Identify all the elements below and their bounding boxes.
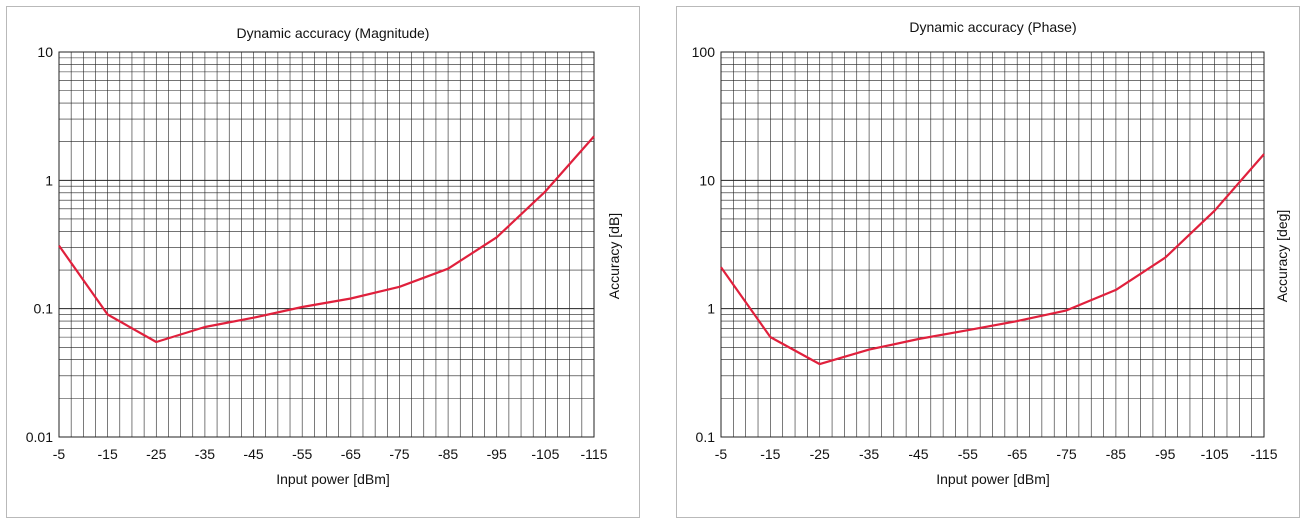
x-tick-label: -85 <box>1106 446 1126 462</box>
chart-title: Dynamic accuracy (Magnitude) <box>237 25 430 41</box>
y-axis-label: Accuracy [dB] <box>606 213 622 299</box>
y-tick-label: 1 <box>707 301 715 317</box>
plot-area: 0.01 0.1 1 10 -5 -15 -25 -35 -45 -55 -65 -75 -85 -95 -… <box>26 44 608 462</box>
x-axis-label: Input power [dBm] <box>936 471 1050 487</box>
x-tick-label: -105 <box>1201 446 1229 462</box>
y-tick-label: 0.01 <box>26 429 53 445</box>
data-series-line <box>58 135 595 344</box>
x-tick-label: -5 <box>715 446 728 462</box>
chart-magnitude: Dynamic accuracy (Magnitude) Input power… <box>26 25 622 487</box>
y-tick-label: 0.1 <box>34 301 54 317</box>
y-tick-label: 100 <box>692 44 716 60</box>
x-tick-label: -15 <box>760 446 780 462</box>
x-tick-label: -65 <box>341 446 361 462</box>
data-series-line <box>720 153 1265 366</box>
x-tick-label: -25 <box>146 446 166 462</box>
chart-panel-magnitude: Dynamic accuracy (Magnitude) Input power… <box>6 6 640 518</box>
plot-frame <box>720 51 1265 438</box>
y-tick-label: 1 <box>45 172 53 188</box>
x-tick-label: -115 <box>581 446 608 462</box>
x-axis-label: Input power [dBm] <box>276 471 390 487</box>
x-tick-label: -65 <box>1007 446 1027 462</box>
plot-area: 0.1 1 10 100 -5 -15 -25 -35 -45 -55 -65 -75 -85 -95 -1… <box>692 44 1278 462</box>
x-tick-label: -105 <box>531 446 559 462</box>
x-tick-label: -85 <box>438 446 458 462</box>
x-tick-label: -35 <box>859 446 879 462</box>
x-tick-label: -45 <box>243 446 263 462</box>
x-tick-label: -15 <box>98 446 118 462</box>
y-axis-label: Accuracy [deg] <box>1274 210 1290 303</box>
y-tick-label: 10 <box>37 44 53 60</box>
plot-frame <box>58 51 595 438</box>
y-tick-label: 10 <box>699 172 715 188</box>
x-tick-label: -55 <box>292 446 312 462</box>
x-tick-label: -95 <box>487 446 507 462</box>
y-tick-label: 0.1 <box>696 429 716 445</box>
x-tick-label: -115 <box>1251 446 1278 462</box>
x-tick-label: -95 <box>1155 446 1175 462</box>
x-tick-label: -75 <box>1056 446 1076 462</box>
chart-title: Dynamic accuracy (Phase) <box>909 19 1076 35</box>
x-tick-label: -35 <box>195 446 215 462</box>
x-tick-label: -25 <box>810 446 830 462</box>
x-tick-label: -45 <box>908 446 928 462</box>
x-tick-label: -75 <box>389 446 409 462</box>
chart-panel-phase: Dynamic accuracy (Phase) Input power [dB… <box>676 6 1300 518</box>
chart-phase: Dynamic accuracy (Phase) Input power [dB… <box>692 19 1290 487</box>
x-tick-label: -5 <box>53 446 66 462</box>
x-tick-label: -55 <box>958 446 978 462</box>
